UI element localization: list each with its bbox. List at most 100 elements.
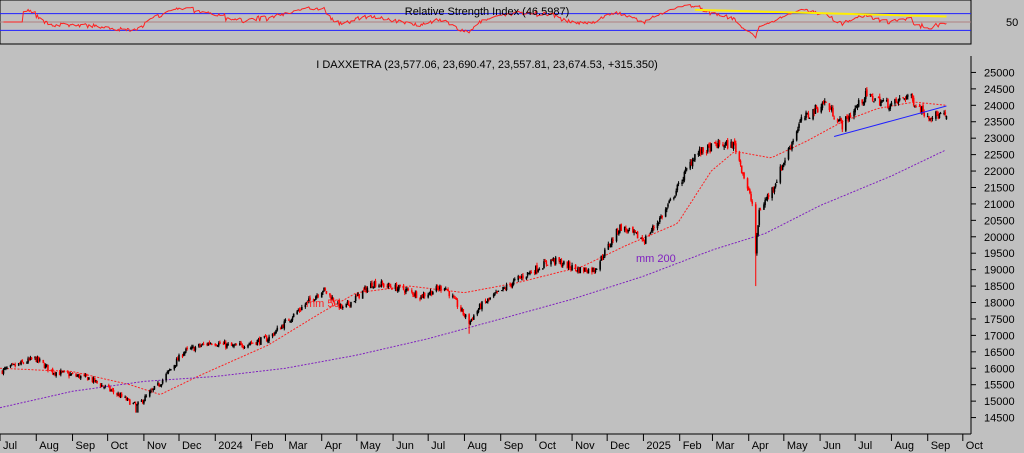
candle-body xyxy=(83,374,86,376)
candle-body xyxy=(749,189,751,194)
candle-body xyxy=(651,226,654,231)
candle-body xyxy=(116,393,118,395)
candle-body xyxy=(322,290,324,293)
candle-body xyxy=(88,377,90,380)
candle-body xyxy=(836,119,839,123)
candle-body xyxy=(100,385,103,387)
candle-body xyxy=(574,264,577,269)
candle-body xyxy=(889,104,892,109)
candle-body xyxy=(938,114,941,119)
candle-body xyxy=(504,288,507,290)
candle-body xyxy=(403,290,406,293)
candle-body xyxy=(185,348,187,352)
candle-body xyxy=(109,386,111,391)
candle-body xyxy=(444,288,447,290)
candle-body xyxy=(698,149,701,154)
candle-body xyxy=(448,291,451,297)
candle-body xyxy=(668,200,670,204)
candle-body xyxy=(78,374,81,379)
candle-body xyxy=(896,101,899,103)
candle-body xyxy=(309,297,311,301)
candle-body xyxy=(709,144,711,153)
candle-body xyxy=(628,228,631,230)
candle-body xyxy=(110,390,112,392)
candle-body xyxy=(511,283,514,288)
x-tick-label: Sep xyxy=(931,440,951,452)
x-tick-label: Jul xyxy=(858,440,872,452)
time-x-axis: Jul Aug Sep Oct Nov Dec 2024 Feb Mar Apr May Jun Jul… xyxy=(0,434,983,452)
candle-body xyxy=(151,389,153,391)
candle-body xyxy=(717,140,720,149)
candle-body xyxy=(632,227,634,233)
candle-body xyxy=(781,164,784,170)
candle-body xyxy=(708,145,710,147)
candle-body xyxy=(125,397,128,401)
candle-body xyxy=(462,309,465,315)
candle-body xyxy=(36,356,39,363)
candle-body xyxy=(586,271,589,274)
candlesticks xyxy=(1,87,948,413)
candle-body xyxy=(890,102,893,106)
x-tick-label: Oct xyxy=(539,440,556,452)
candle-body xyxy=(699,149,702,155)
candle-body xyxy=(10,364,13,366)
candle-body xyxy=(813,110,816,114)
candle-body xyxy=(829,108,832,110)
candle-body xyxy=(544,260,546,262)
candle-body xyxy=(173,365,176,370)
candle-body xyxy=(96,380,98,383)
candle-body xyxy=(921,106,923,113)
candle-body xyxy=(563,261,565,265)
x-tick-label: 2025 xyxy=(646,440,670,452)
candle-body xyxy=(177,357,179,361)
candle-body xyxy=(112,389,115,393)
candle-body xyxy=(840,118,842,122)
candle-body xyxy=(807,113,810,118)
candle-body xyxy=(44,364,47,369)
candle-body xyxy=(20,361,22,365)
candle-body xyxy=(907,95,909,97)
candle-body xyxy=(509,283,511,285)
sma-line-mm-200 xyxy=(0,149,946,409)
candle-body xyxy=(464,314,467,318)
candle-body xyxy=(527,272,530,274)
price-panel: I DAXXETRA (23,577.06, 23,690.47, 23,557… xyxy=(0,56,1015,452)
candle-body xyxy=(134,402,137,405)
x-tick-label: Sep xyxy=(504,440,524,452)
candle-body xyxy=(660,216,662,219)
candle-body xyxy=(398,285,400,290)
candle-body xyxy=(476,311,479,315)
candle-body xyxy=(159,385,162,387)
candle-body xyxy=(561,265,564,267)
candle-body xyxy=(502,287,504,291)
candle-body xyxy=(751,201,754,204)
candle-body xyxy=(193,347,195,352)
candle-body xyxy=(341,307,344,309)
candle-body xyxy=(136,404,138,406)
candle-body xyxy=(746,178,749,189)
candle-body xyxy=(415,291,418,298)
candle-body xyxy=(578,267,580,274)
candle-body xyxy=(487,298,489,302)
candle-body xyxy=(356,295,358,297)
candle-body xyxy=(642,240,645,242)
candle-body xyxy=(607,243,610,250)
candle-body xyxy=(247,344,249,348)
candle-body xyxy=(291,317,294,321)
candle-body xyxy=(904,98,907,100)
candle-body xyxy=(625,227,627,231)
candle-body xyxy=(301,306,303,311)
x-tick-label: Mar xyxy=(288,440,307,452)
candle-body xyxy=(201,343,204,345)
candle-body xyxy=(395,284,398,291)
x-tick-label: Feb xyxy=(683,440,702,452)
candle-body xyxy=(918,105,921,107)
candle-body xyxy=(55,372,57,376)
candle-body xyxy=(129,399,131,405)
candle-body xyxy=(428,293,431,295)
candle-body xyxy=(140,400,143,402)
candle-body xyxy=(930,118,933,120)
candle-body xyxy=(791,141,793,150)
candle-body xyxy=(912,97,915,106)
candle-body xyxy=(804,118,806,120)
